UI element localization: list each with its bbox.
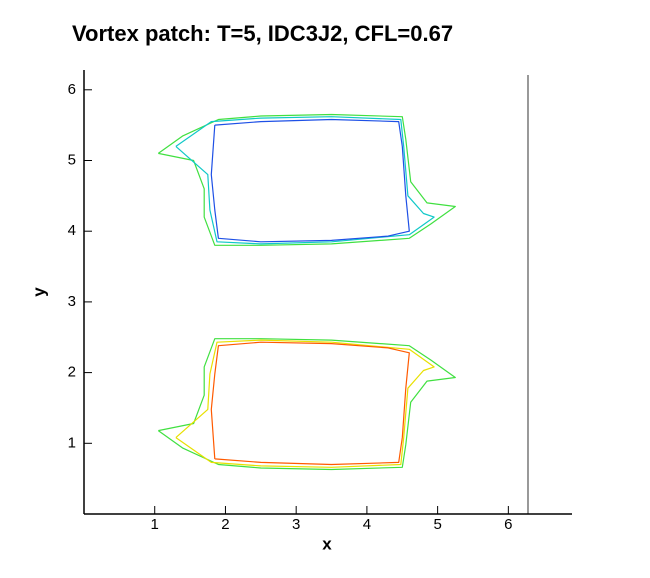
x-tick-label: 4 (363, 516, 371, 533)
contour-line (175, 339, 435, 468)
chart-title: Vortex patch: T=5, IDC3J2, CFL=0.67 (72, 21, 453, 46)
contour-line (175, 116, 435, 245)
y-tick-label: 1 (68, 434, 76, 451)
y-tick-label: 2 (68, 364, 76, 381)
contour-line (157, 113, 456, 246)
contour-line (210, 341, 410, 466)
x-tick-label: 6 (504, 516, 512, 533)
y-tick-label: 4 (68, 222, 76, 239)
x-tick-label: 5 (433, 516, 441, 533)
y-tick-label: 3 (68, 293, 76, 310)
x-tick-label: 2 (221, 516, 229, 533)
x-axis-label: x (322, 534, 332, 553)
y-tick-label: 6 (68, 81, 76, 98)
x-tick-label: 3 (292, 516, 300, 533)
contour-line (157, 338, 456, 471)
y-tick-label: 5 (68, 151, 76, 168)
y-axis-label: y (29, 287, 48, 297)
contour-line (210, 118, 410, 243)
x-tick-label: 1 (151, 516, 159, 533)
